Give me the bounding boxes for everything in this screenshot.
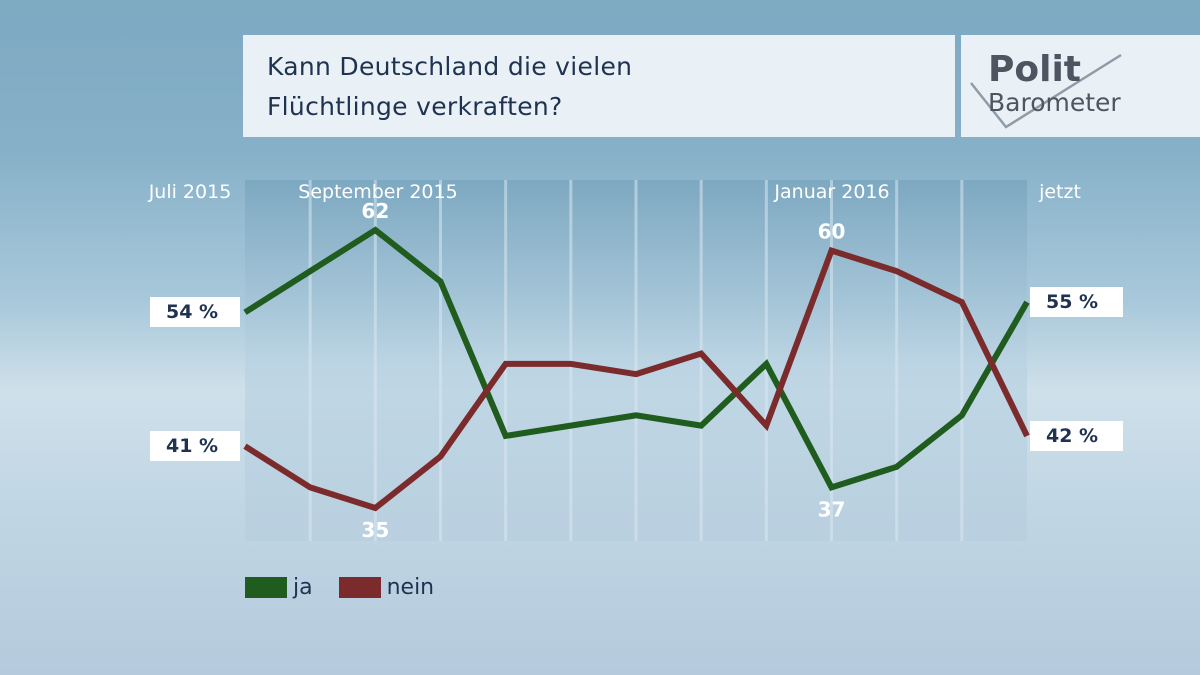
end-label-nein: 42 % [1030, 420, 1123, 451]
politbarometer-logo: Polit Barometer [961, 35, 1200, 137]
series-line-nein [243, 246, 1030, 512]
title-box: Kann Deutschland die vielen Flüchtlinge … [243, 35, 955, 137]
logo-text-barometer: Barometer [988, 88, 1121, 117]
logo-graphic: Polit Barometer [970, 49, 1122, 129]
x-tick-label: jetzt [1038, 181, 1081, 203]
end-label-ja: 55 % [1030, 287, 1123, 318]
x-tick-label: September 2015 [298, 181, 457, 203]
point-label-nein: 35 [361, 518, 389, 542]
x-tick-label: Januar 2016 [773, 181, 889, 203]
point-label-nein: 60 [818, 220, 846, 244]
x-tick-label: Juli 2015 [148, 181, 232, 203]
series-line-ja [243, 226, 1030, 492]
point-label-ja: 62 [361, 199, 389, 223]
legend-label-ja: ja [293, 574, 313, 600]
legend-swatch-nein [338, 576, 381, 598]
legend-label-nein: nein [386, 574, 435, 600]
chart-title-line2: Flüchtlinge verkraften? [267, 92, 563, 121]
start-label-nein: 41 % [150, 431, 240, 462]
legend-swatch-ja [245, 576, 287, 598]
logo-text-polit: Polit [988, 49, 1081, 90]
point-label-ja: 37 [818, 497, 846, 521]
legend: ja nein [245, 572, 460, 602]
chart-title-line1: Kann Deutschland die vielen [267, 52, 633, 81]
start-label-ja: 54 % [150, 297, 240, 328]
